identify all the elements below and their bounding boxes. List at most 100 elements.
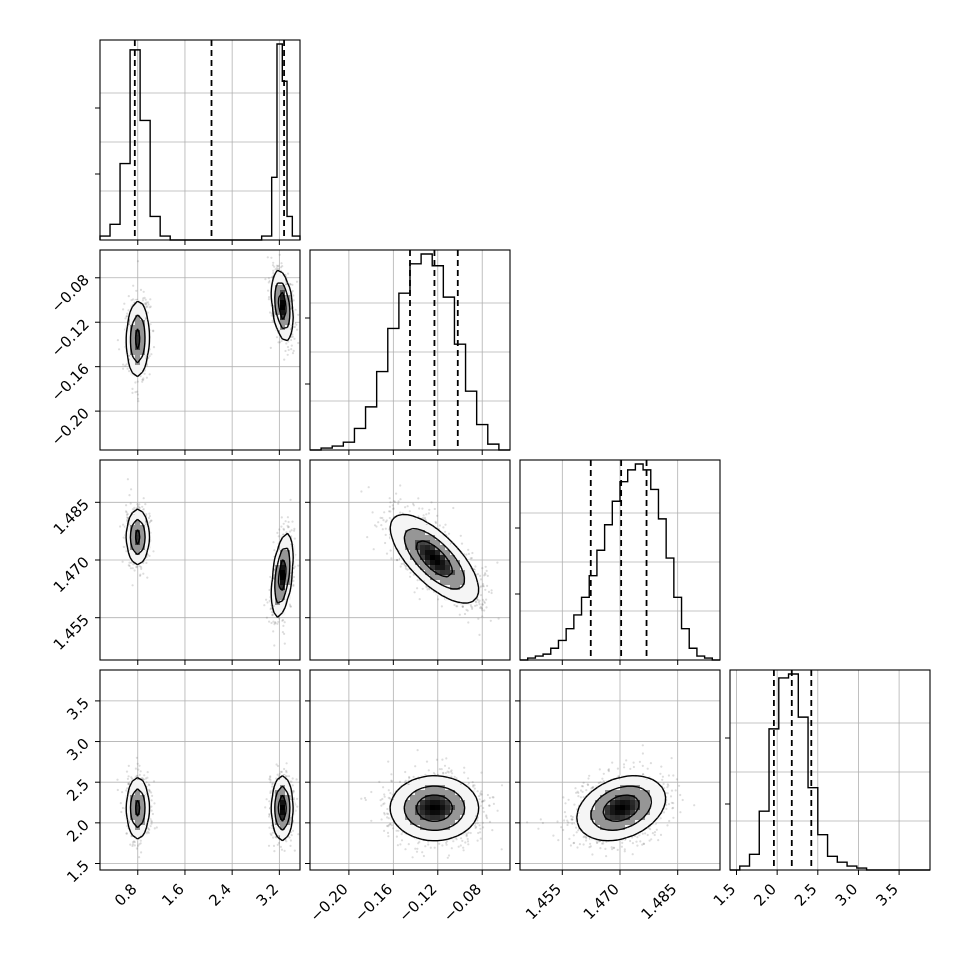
sample-point [149, 519, 152, 522]
sample-point [148, 521, 151, 524]
sample-point [395, 492, 398, 495]
sample-point [274, 621, 277, 625]
contour-line [141, 303, 146, 308]
sample-point [408, 510, 411, 513]
sample-point [292, 583, 295, 586]
contour-line [283, 297, 287, 303]
contour-line [286, 598, 289, 603]
y-tick-label: −0.16 [48, 360, 93, 405]
contour-line [132, 560, 135, 564]
density-cell [125, 345, 131, 351]
density-cell [270, 295, 276, 301]
density-cell [455, 575, 461, 581]
contour-line [127, 317, 130, 323]
sample-point [279, 266, 283, 269]
contour-line [284, 287, 288, 293]
contour-line [277, 601, 280, 604]
contour-line [288, 552, 291, 558]
contour-line [271, 602, 274, 607]
sample-point [148, 554, 151, 558]
sample-point [290, 529, 293, 532]
sample-point [142, 377, 145, 380]
sample-point [268, 311, 272, 314]
sample-point [399, 498, 402, 501]
contour-line [284, 572, 287, 578]
contour-line [275, 327, 279, 330]
density-cell [395, 535, 401, 541]
density-cell [140, 365, 146, 371]
sample-point [277, 264, 280, 267]
density-cell [275, 320, 281, 326]
sample-point [397, 500, 400, 503]
contour-line [141, 320, 144, 323]
sample-point [467, 552, 470, 556]
contour-line [125, 527, 128, 533]
contour-line [131, 524, 134, 528]
contour-line [129, 307, 133, 313]
sample-point [283, 621, 286, 624]
density-cell [445, 590, 451, 596]
density-cell [130, 365, 136, 371]
contour-line [141, 547, 145, 551]
contour-line [287, 577, 290, 583]
sample-point [438, 524, 441, 527]
contour-line [460, 552, 464, 555]
contour-line [278, 322, 283, 328]
contour-line [138, 532, 141, 538]
density-cell [470, 580, 476, 586]
density-cell [145, 335, 151, 341]
contour-line [143, 342, 146, 348]
sample-point [145, 364, 149, 367]
contour-line [286, 337, 291, 341]
density-cell [280, 330, 286, 336]
contour-line [286, 295, 289, 298]
sample-point [148, 373, 151, 376]
sample-point [138, 503, 141, 506]
sample-point [142, 290, 145, 293]
density-cell [270, 290, 276, 296]
contour-line [136, 328, 140, 333]
panel-frame [99, 39, 301, 241]
sample-point [273, 265, 276, 268]
sample-point [291, 283, 294, 286]
contour-line [278, 567, 281, 573]
contour-line [147, 527, 150, 533]
sample-point [283, 358, 286, 361]
sample-point [417, 515, 420, 518]
contour-line [291, 562, 294, 567]
sample-point [287, 520, 290, 524]
density-cell [140, 330, 146, 336]
sample-point [132, 563, 135, 566]
sample-point [138, 506, 141, 509]
density-cell [465, 595, 471, 601]
density-cell [130, 350, 136, 356]
contour-line [278, 307, 281, 313]
sample-point [278, 253, 281, 256]
sample-point [122, 363, 125, 366]
density-cell [275, 295, 281, 301]
density-cell [455, 590, 461, 596]
density-cell [455, 595, 461, 601]
contour-line [288, 317, 291, 323]
contour-line [141, 367, 146, 373]
density-cell [275, 285, 281, 291]
sample-point [477, 617, 480, 620]
sample-point [293, 565, 297, 568]
sample-point [149, 298, 152, 301]
sample-point [125, 315, 128, 318]
sample-point [484, 565, 487, 568]
sample-point [125, 363, 128, 366]
sample-point [132, 298, 135, 301]
sample-point [485, 606, 488, 609]
sample-point [142, 572, 145, 575]
contour-line [275, 282, 279, 288]
sample-point [125, 516, 129, 519]
sample-point [490, 589, 493, 592]
sample-point [147, 516, 151, 520]
density-cell [275, 290, 281, 296]
density-cell [140, 335, 146, 341]
sample-point [128, 370, 131, 373]
sample-point [129, 567, 132, 570]
sample-point [428, 508, 431, 511]
